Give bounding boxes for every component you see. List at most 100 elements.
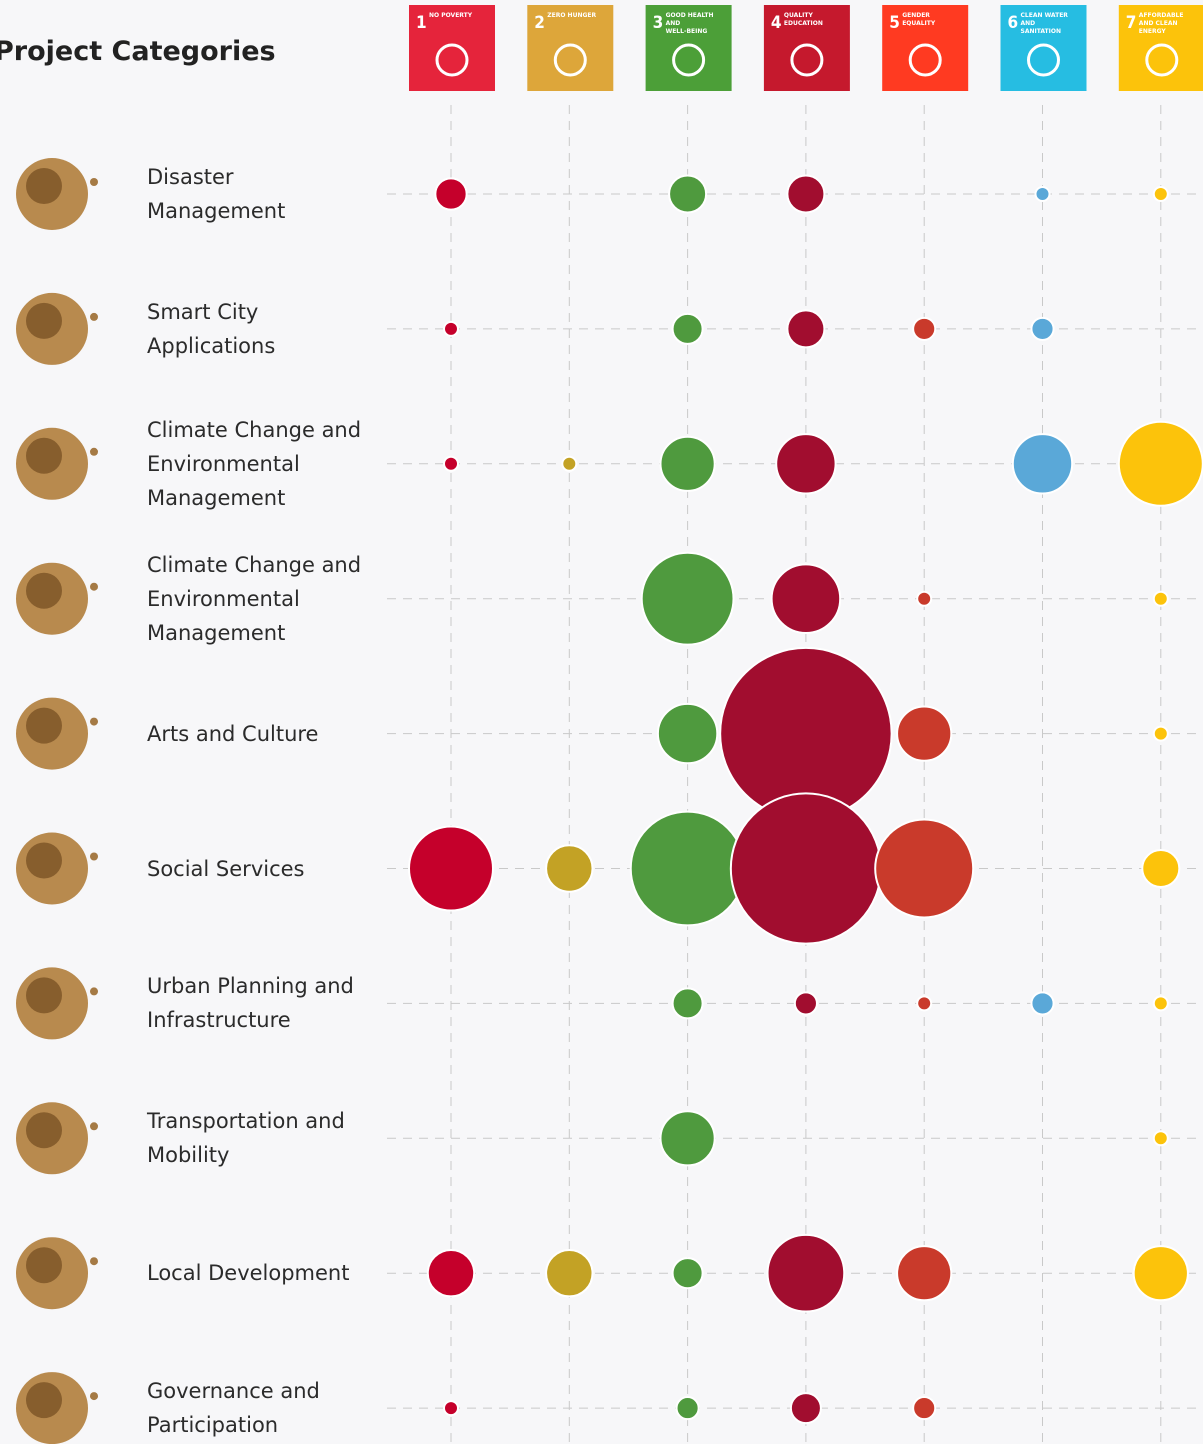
icon-shape bbox=[26, 573, 62, 609]
bubble bbox=[409, 827, 493, 911]
bubble bbox=[913, 318, 935, 340]
bubble bbox=[776, 434, 835, 493]
page: Project Categories 1NO POVERTY2ZERO HUNG… bbox=[0, 0, 1203, 1444]
category-label: Transportation and Mobility bbox=[147, 1104, 369, 1172]
category-label: Social Services bbox=[147, 852, 369, 886]
bubble bbox=[1154, 727, 1168, 741]
icon-dot bbox=[90, 448, 98, 456]
bubble bbox=[1154, 592, 1168, 606]
bubble bbox=[642, 553, 734, 645]
bubble bbox=[673, 1258, 703, 1288]
tile-number: 5 bbox=[889, 13, 900, 33]
bubble bbox=[917, 592, 931, 606]
bubble bbox=[1154, 1131, 1168, 1145]
tile-number: 4 bbox=[771, 13, 782, 33]
bubble bbox=[631, 812, 745, 926]
bubble bbox=[658, 704, 717, 763]
bubble bbox=[768, 1235, 845, 1312]
bubble bbox=[677, 1397, 699, 1419]
icon-dot bbox=[90, 853, 98, 861]
bubble bbox=[444, 322, 458, 336]
bubble bbox=[428, 1250, 474, 1296]
icon-dot bbox=[90, 1392, 98, 1400]
icon-dot bbox=[90, 718, 98, 726]
icon-dot bbox=[90, 583, 98, 591]
icon-dot bbox=[90, 313, 98, 321]
bubble bbox=[875, 820, 973, 918]
bubble bbox=[897, 706, 951, 760]
bubble bbox=[444, 1401, 458, 1415]
bubble bbox=[435, 178, 466, 209]
tile-number: 6 bbox=[1008, 13, 1019, 33]
row-icon bbox=[16, 1372, 98, 1444]
bubble bbox=[791, 1393, 821, 1423]
bubble bbox=[444, 457, 458, 471]
tile-name: NO POVERTY bbox=[429, 12, 473, 19]
icon-dot bbox=[90, 1257, 98, 1265]
icon-shape bbox=[26, 843, 62, 879]
category-label: Urban Planning and Infrastructure bbox=[147, 969, 369, 1037]
category-label: Local Development bbox=[147, 1256, 369, 1290]
bubble bbox=[1142, 850, 1179, 887]
row-icon bbox=[16, 698, 98, 770]
bubble bbox=[795, 992, 817, 1014]
bubble bbox=[1013, 434, 1072, 493]
icon-dot bbox=[90, 1122, 98, 1130]
row-icon bbox=[16, 158, 98, 230]
icon-shape bbox=[26, 708, 62, 744]
bubble bbox=[1031, 318, 1053, 340]
category-label: Smart City Applications bbox=[147, 295, 369, 363]
icon-shape bbox=[26, 303, 62, 339]
row-icon bbox=[16, 1102, 98, 1174]
bubble bbox=[913, 1397, 935, 1419]
bubble bbox=[673, 988, 703, 1018]
bubble bbox=[546, 1250, 592, 1296]
icon-shape bbox=[26, 168, 62, 204]
bubble bbox=[1134, 1246, 1188, 1300]
row-icon bbox=[16, 967, 98, 1039]
row-icon bbox=[16, 563, 98, 635]
category-label: Climate Change and Environmental Managem… bbox=[147, 548, 369, 650]
category-label: Climate Change and Environmental Managem… bbox=[147, 413, 369, 515]
bubble bbox=[917, 996, 931, 1010]
category-label: Disaster Management bbox=[147, 160, 369, 228]
bubble bbox=[660, 1111, 714, 1165]
icon-dot bbox=[90, 987, 98, 995]
bubble bbox=[660, 437, 714, 491]
bubble bbox=[669, 175, 706, 212]
bubble bbox=[787, 175, 824, 212]
bubble bbox=[562, 457, 576, 471]
row-icon bbox=[16, 428, 98, 500]
bubble bbox=[1154, 996, 1168, 1010]
tile-number: 1 bbox=[416, 13, 427, 33]
bubble bbox=[897, 1246, 951, 1300]
bubble bbox=[546, 845, 592, 891]
row-icon bbox=[16, 293, 98, 365]
icon-shape bbox=[26, 1247, 62, 1283]
category-label: Arts and Culture bbox=[147, 717, 369, 751]
tile-number: 7 bbox=[1126, 13, 1137, 33]
bubble bbox=[1154, 187, 1168, 201]
icon-shape bbox=[26, 1382, 62, 1418]
bubble bbox=[787, 310, 824, 347]
tile-number: 3 bbox=[653, 13, 664, 33]
tile-name: ZERO HUNGER bbox=[547, 12, 596, 19]
icon-shape bbox=[26, 1112, 62, 1148]
bubble bbox=[772, 564, 841, 633]
bubble bbox=[1036, 187, 1050, 201]
bubble bbox=[673, 314, 703, 344]
bubble bbox=[1031, 992, 1053, 1014]
icon-shape bbox=[26, 438, 62, 474]
icon-shape bbox=[26, 977, 62, 1013]
bubble bbox=[731, 793, 881, 943]
sdg-tile: 4QUALITYEDUCATION bbox=[764, 5, 850, 91]
row-icon bbox=[16, 833, 98, 905]
row-icon bbox=[16, 1237, 98, 1309]
tile-number: 2 bbox=[534, 13, 545, 33]
